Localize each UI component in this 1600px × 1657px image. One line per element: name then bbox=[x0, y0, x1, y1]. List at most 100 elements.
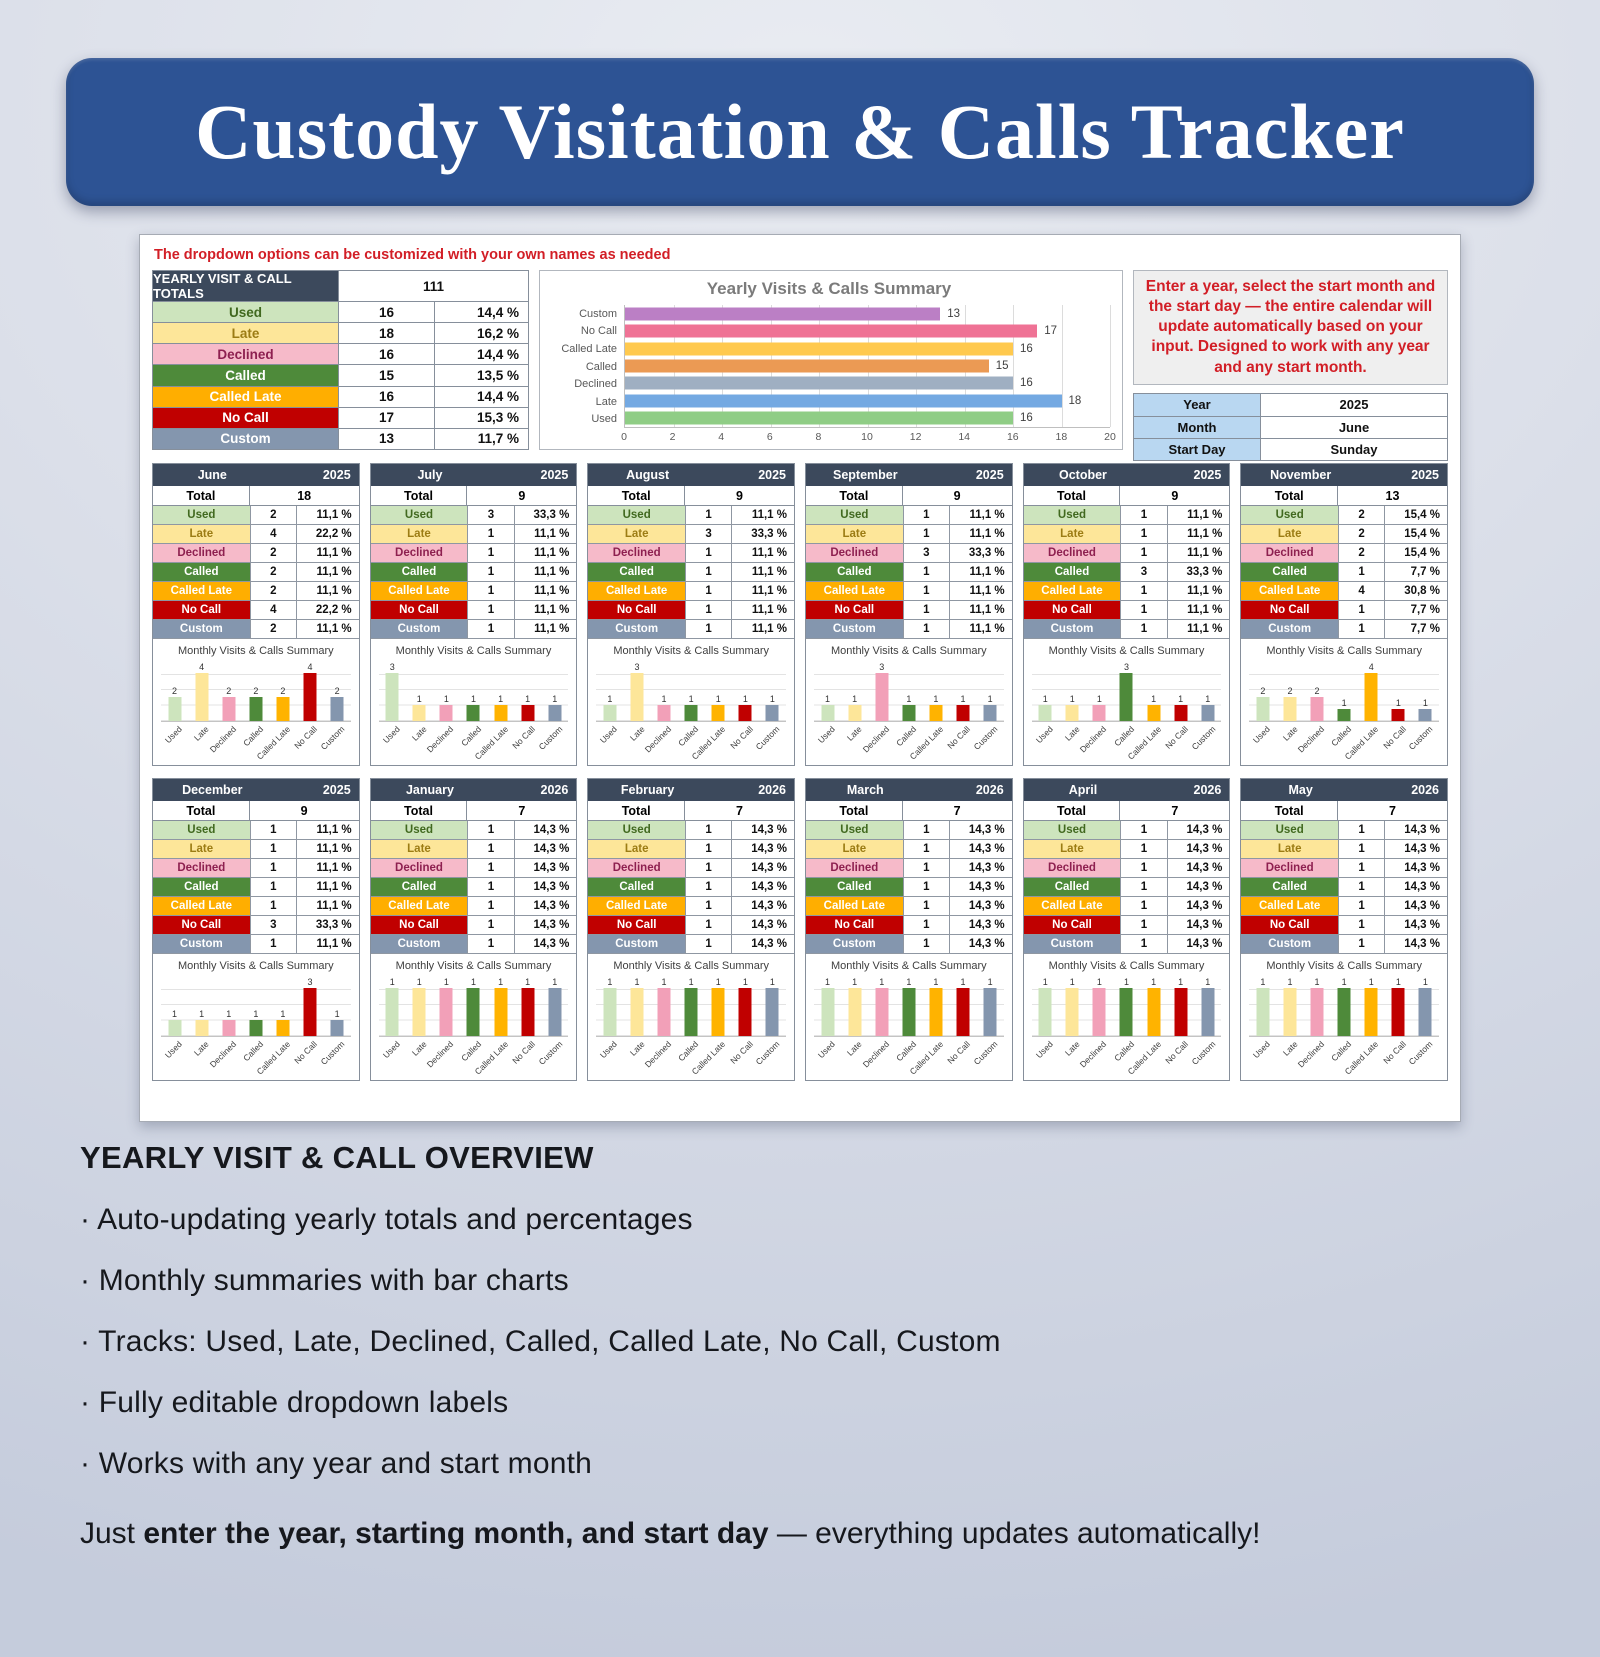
month-category-pct: 30,8 % bbox=[1385, 582, 1447, 600]
month-mini-bar-value: 1 bbox=[1042, 694, 1048, 705]
month-mini-chart: Monthly Visits & Calls Summary 1 1 1 3 1 1 1 Use… bbox=[1024, 639, 1230, 765]
month-category-count: 1 bbox=[684, 601, 733, 619]
month-mini-bar bbox=[956, 705, 970, 721]
month-category-label: Declined bbox=[370, 544, 468, 562]
month-mini-bar-value: 2 bbox=[334, 686, 340, 697]
month-mini-chart-title: Monthly Visits & Calls Summary bbox=[613, 960, 769, 972]
month-mini-bar-value: 1 bbox=[742, 694, 748, 705]
yearly-chart-bar-row: 16 bbox=[625, 340, 1110, 357]
month-category-label: Custom bbox=[806, 935, 903, 953]
month-mini-bar-column: 1 bbox=[977, 975, 1004, 1036]
month-category-label: No Call bbox=[588, 916, 685, 934]
month-category-count: 1 bbox=[902, 935, 950, 953]
month-category-row: Late 4 22,2 % bbox=[153, 525, 359, 544]
overview-bullet: · Tracks: Used, Late, Declined, Called, … bbox=[80, 1325, 1001, 1358]
month-mini-bar-value: 1 bbox=[1395, 698, 1401, 709]
month-mini-x-label-cell: Late bbox=[841, 722, 868, 760]
month-total-value: 9 bbox=[518, 488, 526, 503]
month-category-label: Used bbox=[370, 506, 468, 524]
month-mini-bar-value: 1 bbox=[443, 694, 449, 705]
month-mini-x-label-cell: Called Late bbox=[908, 722, 949, 761]
month-category-count: 1 bbox=[1337, 878, 1386, 896]
month-mini-chart-title: Monthly Visits & Calls Summary bbox=[830, 960, 987, 972]
month-mini-x-label-cell: No Call bbox=[510, 1037, 541, 1075]
month-mini-x-label-cell: No Call bbox=[292, 1037, 323, 1075]
month-category-count: 1 bbox=[902, 525, 950, 543]
month-mini-bar bbox=[439, 705, 453, 721]
month-category-row: Declined 2 11,1 % bbox=[153, 544, 359, 563]
month-category-label: Called bbox=[806, 878, 903, 896]
month-mini-bar-column: 1 bbox=[705, 660, 732, 721]
month-category-label: Used bbox=[1023, 821, 1121, 839]
month-year: 2025 bbox=[322, 468, 351, 482]
month-category-pct: 7,7 % bbox=[1385, 620, 1447, 638]
month-mini-bar bbox=[1092, 705, 1106, 721]
month-mini-x-label-cell: Used bbox=[1249, 722, 1276, 760]
month-category-row: Called 1 11,1 % bbox=[806, 563, 1012, 582]
month-mini-chart-plot: 1 1 1 1 1 3 1 bbox=[161, 975, 351, 1037]
month-mini-chart-title: Monthly Visits & Calls Summary bbox=[1266, 645, 1422, 657]
month-total-row: Total 9 bbox=[806, 486, 1012, 506]
month-mini-bar-value: 1 bbox=[1205, 694, 1211, 705]
month-mini-bar-value: 1 bbox=[470, 694, 476, 705]
month-card-header: May 2026 bbox=[1241, 779, 1447, 801]
month-mini-x-label: Called bbox=[893, 1039, 919, 1064]
month-mini-x-label-cell: Called Late bbox=[255, 722, 296, 761]
month-name: December bbox=[182, 783, 243, 797]
month-mini-bar bbox=[1256, 697, 1270, 721]
month-category-row: Used 1 14,3 % bbox=[370, 821, 577, 840]
month-mini-bar-column: 1 bbox=[1385, 975, 1412, 1036]
month-category-row: Declined 1 14,3 % bbox=[1023, 859, 1230, 878]
month-mini-x-label-cell: Declined bbox=[208, 1037, 242, 1075]
month-mini-bar bbox=[603, 705, 617, 721]
month-category-count: 1 bbox=[1337, 935, 1386, 953]
month-category-label: Used bbox=[806, 506, 903, 524]
month-mini-x-label: Custom bbox=[1406, 1039, 1435, 1067]
month-card-header: October 2025 bbox=[1023, 464, 1230, 486]
month-category-row: Used 1 11,1 % bbox=[588, 506, 794, 525]
month-mini-x-label-cell: No Call bbox=[728, 1037, 759, 1075]
settings-value-cell[interactable]: Sunday bbox=[1260, 438, 1447, 460]
month-total-value: 9 bbox=[1171, 488, 1179, 503]
month-mini-bar bbox=[412, 705, 426, 721]
month-mini-bar bbox=[711, 988, 725, 1036]
month-mini-bar-column: 1 bbox=[895, 975, 922, 1036]
month-mini-x-label: No Call bbox=[292, 1039, 320, 1066]
month-category-count: 2 bbox=[249, 544, 297, 562]
month-mini-bar-column: 1 bbox=[433, 975, 460, 1036]
month-mini-x-label-cell: Used bbox=[814, 722, 841, 760]
month-category-row: Late 1 11,1 % bbox=[370, 525, 577, 544]
month-mini-bar-value: 1 bbox=[933, 694, 939, 705]
month-mini-bar-value: 1 bbox=[1341, 977, 1347, 988]
month-category-pct: 11,1 % bbox=[296, 859, 359, 877]
month-mini-bar-value: 2 bbox=[253, 686, 259, 697]
month-mini-bar-column: 1 bbox=[651, 660, 678, 721]
month-category-row: No Call 1 11,1 % bbox=[370, 601, 577, 620]
month-mini-bar bbox=[1418, 988, 1432, 1036]
month-category-label: Called Late bbox=[1241, 897, 1338, 915]
month-card-header: June 2025 bbox=[153, 464, 359, 486]
month-category-row: Declined 1 14,3 % bbox=[1241, 859, 1447, 878]
month-category-count: 3 bbox=[249, 916, 297, 934]
month-total-value: 9 bbox=[300, 803, 308, 818]
month-category-count: 1 bbox=[902, 916, 950, 934]
month-category-pct: 14,3 % bbox=[949, 821, 1012, 839]
month-category-pct: 11,1 % bbox=[732, 563, 794, 581]
month-card-header: December 2025 bbox=[153, 779, 359, 801]
month-mini-bar-value: 1 bbox=[1178, 694, 1184, 705]
month-mini-chart-plot: 1 1 3 1 1 1 1 bbox=[814, 660, 1004, 722]
month-mini-bar-column: 1 bbox=[541, 660, 568, 721]
month-category-pct: 11,1 % bbox=[296, 821, 359, 839]
month-year: 2025 bbox=[1193, 468, 1222, 482]
month-category-pct: 33,3 % bbox=[949, 544, 1012, 562]
month-mini-bar bbox=[983, 705, 997, 721]
month-category-count: 1 bbox=[467, 840, 515, 858]
month-mini-x-label: Late bbox=[627, 1039, 647, 1058]
month-mini-bar-column: 1 bbox=[1059, 975, 1086, 1036]
month-mini-x-label: Used bbox=[1033, 1039, 1055, 1061]
month-category-count: 1 bbox=[684, 897, 733, 915]
month-category-pct: 11,1 % bbox=[514, 601, 577, 619]
month-total-label: Total bbox=[806, 801, 903, 820]
settings-value-cell[interactable]: 2025 bbox=[1260, 393, 1447, 416]
settings-value-cell[interactable]: June bbox=[1260, 416, 1447, 438]
